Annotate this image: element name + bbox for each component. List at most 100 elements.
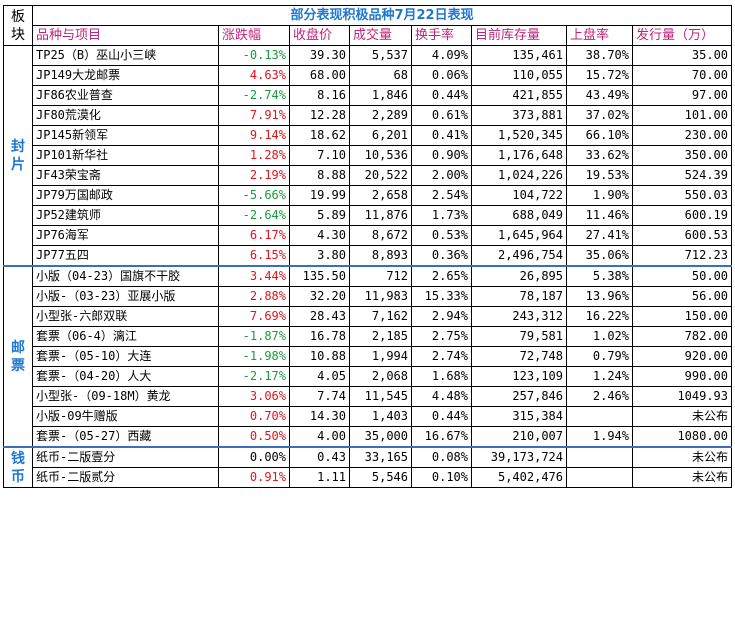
close-cell: 4.30 bbox=[289, 225, 350, 246]
table-row: 套票-（04-20）人大 -2.17% 4.05 2,068 1.68% 123,109 1… bbox=[4, 366, 733, 387]
item-name-cell: 小版（04-23）国旗不干胶 bbox=[32, 265, 219, 287]
close-cell: 0.43 bbox=[289, 446, 350, 468]
table-body: 封片 TP25（B）巫山小三峡 -0.13% 39.30 5,537 4.09% 135,4… bbox=[3, 45, 733, 488]
issue-cell: 524.39 bbox=[631, 165, 733, 186]
volume-cell: 11,545 bbox=[349, 386, 412, 407]
section-label-cell: 邮票 bbox=[3, 265, 33, 448]
volume-cell: 11,983 bbox=[349, 286, 412, 307]
close-cell: 18.62 bbox=[289, 125, 350, 146]
col-header-turnover: 换手率 bbox=[411, 25, 472, 46]
item-name-cell: 套票-（05-10）大连 bbox=[32, 346, 219, 367]
stock-cell: 79,581 bbox=[471, 326, 567, 347]
issue-cell: 50.00 bbox=[631, 265, 733, 287]
listing-rate-cell bbox=[566, 446, 633, 468]
listing-rate-cell: 1.94% bbox=[566, 426, 633, 448]
close-cell: 8.16 bbox=[289, 85, 350, 106]
volume-cell: 8,672 bbox=[349, 225, 412, 246]
turnover-cell: 1.68% bbox=[411, 366, 472, 387]
volume-cell: 6,201 bbox=[349, 125, 412, 146]
change-cell: 4.63% bbox=[218, 65, 290, 86]
change-cell: 0.00% bbox=[218, 446, 290, 468]
change-cell: 6.17% bbox=[218, 225, 290, 246]
close-cell: 5.89 bbox=[289, 205, 350, 226]
stock-cell: 1,024,226 bbox=[471, 165, 567, 186]
table-row: JP101新华社 1.28% 7.10 10,536 0.90% 1,176,648 33.… bbox=[4, 145, 733, 166]
listing-rate-cell: 19.53% bbox=[566, 165, 633, 186]
issue-cell: 97.00 bbox=[631, 85, 733, 106]
stock-cell: 78,187 bbox=[471, 286, 567, 307]
table-title: 部分表现积极品种7月22日表现 bbox=[31, 5, 733, 26]
turnover-cell: 2.74% bbox=[411, 346, 472, 367]
volume-cell: 2,185 bbox=[349, 326, 412, 347]
change-cell: 0.50% bbox=[218, 426, 290, 448]
table-row: 纸币-二版贰分 0.91% 1.11 5,546 0.10% 5,402,476 未公布 bbox=[4, 467, 733, 488]
item-name-cell: JP76海军 bbox=[32, 225, 219, 246]
turnover-cell: 4.48% bbox=[411, 386, 472, 407]
stock-cell: 373,881 bbox=[471, 105, 567, 126]
turnover-cell: 2.75% bbox=[411, 326, 472, 347]
col-header-listing-rate: 上盘率 bbox=[566, 25, 633, 46]
item-name-cell: 套票-（05-27）西藏 bbox=[32, 426, 219, 448]
volume-cell: 8,893 bbox=[349, 245, 412, 267]
table-row: 小型张-（09-18M）黄龙 3.06% 7.74 11,545 4.48% 257,84… bbox=[4, 386, 733, 407]
section-header-label: 板块 bbox=[11, 8, 25, 43]
table-row: 套票（06-4）漓江 -1.87% 16.78 2,185 2.75% 79,581 1.0… bbox=[4, 326, 733, 347]
issue-cell: 未公布 bbox=[631, 446, 733, 468]
volume-cell: 5,537 bbox=[349, 45, 412, 66]
listing-rate-cell: 0.79% bbox=[566, 346, 633, 367]
issue-cell: 150.00 bbox=[631, 306, 733, 327]
table-row: JP149大龙邮票 4.63% 68.00 68 0.06% 110,055 15.72% 7… bbox=[4, 65, 733, 86]
item-name-cell: JP77五四 bbox=[32, 245, 219, 267]
change-cell: 3.06% bbox=[218, 386, 290, 407]
listing-rate-cell: 16.22% bbox=[566, 306, 633, 327]
volume-cell: 1,403 bbox=[349, 406, 412, 427]
stock-cell: 104,722 bbox=[471, 185, 567, 206]
close-cell: 1.11 bbox=[289, 467, 350, 488]
close-cell: 3.80 bbox=[289, 245, 350, 267]
turnover-cell: 0.53% bbox=[411, 225, 472, 246]
turnover-cell: 4.09% bbox=[411, 45, 472, 66]
turnover-cell: 0.08% bbox=[411, 446, 472, 468]
change-cell: 7.91% bbox=[218, 105, 290, 126]
item-name-cell: 套票（06-4）漓江 bbox=[32, 326, 219, 347]
table-row: JP145新领军 9.14% 18.62 6,201 0.41% 1,520,345 66.… bbox=[4, 125, 733, 146]
section-header-cell: 板块 bbox=[3, 5, 33, 46]
change-cell: 9.14% bbox=[218, 125, 290, 146]
change-cell: -2.64% bbox=[218, 205, 290, 226]
turnover-cell: 0.44% bbox=[411, 406, 472, 427]
volume-cell: 5,546 bbox=[349, 467, 412, 488]
close-cell: 39.30 bbox=[289, 45, 350, 66]
listing-rate-cell: 11.46% bbox=[566, 205, 633, 226]
turnover-cell: 0.90% bbox=[411, 145, 472, 166]
table-row: JF80荒漠化 7.91% 12.28 2,289 0.61% 373,881 37.02%… bbox=[4, 105, 733, 126]
stock-cell: 210,007 bbox=[471, 426, 567, 448]
stock-cell: 39,173,724 bbox=[471, 446, 567, 468]
volume-cell: 33,165 bbox=[349, 446, 412, 468]
turnover-cell: 0.61% bbox=[411, 105, 472, 126]
table-row: 套票-（05-10）大连 -1.98% 10.88 1,994 2.74% 72,748 0… bbox=[4, 346, 733, 367]
change-cell: 6.15% bbox=[218, 245, 290, 267]
table-row: JP79万国邮政 -5.66% 19.99 2,658 2.54% 104,722 1.90… bbox=[4, 185, 733, 206]
issue-cell: 230.00 bbox=[631, 125, 733, 146]
issue-cell: 350.00 bbox=[631, 145, 733, 166]
close-cell: 32.20 bbox=[289, 286, 350, 307]
issue-cell: 550.03 bbox=[631, 185, 733, 206]
listing-rate-cell: 35.06% bbox=[566, 245, 633, 267]
item-name-cell: JF80荒漠化 bbox=[32, 105, 219, 126]
listing-rate-cell: 33.62% bbox=[566, 145, 633, 166]
listing-rate-cell: 66.10% bbox=[566, 125, 633, 146]
close-cell: 10.88 bbox=[289, 346, 350, 367]
issue-cell: 35.00 bbox=[631, 45, 733, 66]
volume-cell: 712 bbox=[349, 265, 412, 287]
change-cell: 3.44% bbox=[218, 265, 290, 287]
issue-cell: 56.00 bbox=[631, 286, 733, 307]
change-cell: 7.69% bbox=[218, 306, 290, 327]
item-name-cell: 纸币-二版贰分 bbox=[32, 467, 219, 488]
volume-cell: 68 bbox=[349, 65, 412, 86]
table-row: JP76海军 6.17% 4.30 8,672 0.53% 1,645,964 27.41%… bbox=[4, 225, 733, 246]
stock-cell: 135,461 bbox=[471, 45, 567, 66]
listing-rate-cell: 38.70% bbox=[566, 45, 633, 66]
change-cell: -1.87% bbox=[218, 326, 290, 347]
listing-rate-cell: 1.02% bbox=[566, 326, 633, 347]
close-cell: 4.00 bbox=[289, 426, 350, 448]
